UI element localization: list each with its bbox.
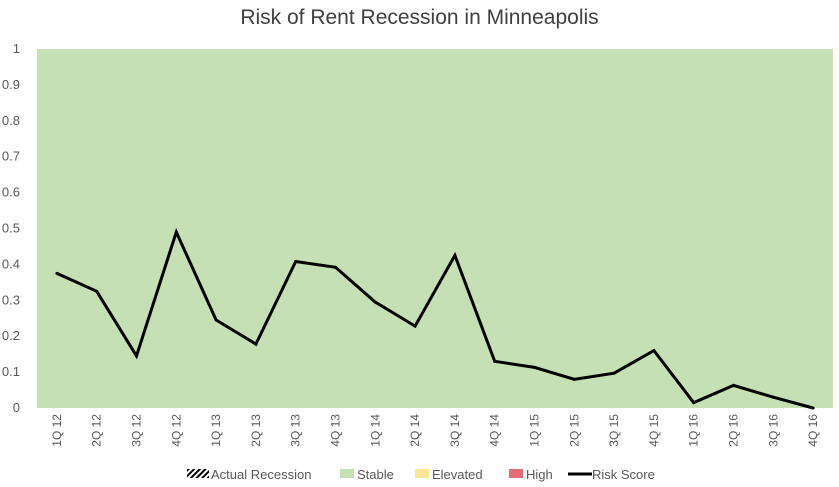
data-point: [692, 401, 696, 405]
x-tick-label: 4Q 14: [488, 414, 502, 447]
y-tick-label: 0.9: [2, 77, 20, 92]
y-tick-label: 0.7: [2, 149, 20, 164]
y-tick-label: 0: [13, 400, 20, 415]
data-point: [771, 395, 775, 399]
x-tick-label: 2Q 16: [727, 414, 741, 447]
data-point: [453, 253, 457, 257]
data-point: [732, 383, 735, 387]
legend-swatch: [415, 469, 429, 478]
x-tick-label: 3Q 15: [607, 414, 621, 447]
x-tick-label: 2Q 14: [408, 414, 422, 447]
y-tick-label: 0.5: [2, 221, 20, 236]
data-point: [174, 230, 178, 234]
x-tick-label: 1Q 14: [368, 414, 382, 447]
legend-label: High: [526, 467, 553, 482]
data-point: [95, 289, 99, 293]
data-point: [294, 260, 298, 264]
y-tick-label: 0.6: [2, 185, 20, 200]
data-point: [493, 359, 497, 363]
data-point: [652, 349, 656, 353]
legend-swatch: [509, 469, 523, 478]
legend-swatch-actual-recession: [187, 469, 209, 478]
x-tick-label: 1Q 13: [209, 414, 223, 447]
x-tick-label: 3Q 16: [766, 414, 780, 447]
legend-label: Risk Score: [592, 467, 655, 482]
data-point: [811, 406, 815, 410]
legend-label: Elevated: [432, 467, 483, 482]
x-tick-label: 2Q 15: [567, 414, 581, 447]
x-tick-label: 4Q 13: [329, 414, 343, 447]
data-point: [533, 365, 536, 369]
data-point: [572, 377, 576, 381]
stable-band: [37, 49, 833, 408]
y-tick-label: 0.2: [2, 328, 20, 343]
x-tick-label: 4Q 12: [169, 414, 183, 447]
data-point: [55, 271, 59, 275]
data-point: [135, 354, 138, 358]
legend-label: Stable: [357, 467, 394, 482]
y-tick-label: 1: [13, 41, 20, 56]
x-tick-label: 2Q 12: [90, 414, 104, 447]
x-tick-label: 2Q 13: [249, 414, 263, 447]
risk-score-line: [56, 227, 814, 410]
x-tick-label: 1Q 15: [528, 414, 542, 447]
data-point: [214, 318, 218, 322]
data-point: [373, 300, 377, 304]
y-tick-label: 0.4: [2, 256, 20, 271]
legend-swatch: [340, 469, 354, 478]
x-tick-label: 3Q 14: [448, 414, 462, 447]
x-tick-label: 3Q 13: [289, 414, 303, 447]
data-point: [413, 324, 417, 328]
chart-title: Risk of Rent Recession in Minneapolis: [240, 6, 599, 29]
x-tick-label: 4Q 15: [647, 414, 661, 447]
x-tick-label: 4Q 16: [806, 414, 820, 447]
y-tick-label: 0.1: [2, 364, 20, 379]
data-point: [254, 342, 258, 346]
x-tick-label: 1Q 16: [687, 414, 701, 447]
x-tick-label: 1Q 12: [50, 414, 64, 447]
y-tick-label: 0.8: [2, 113, 20, 128]
data-point: [334, 265, 337, 269]
legend-label: Actual Recession: [211, 467, 311, 482]
x-tick-label: 3Q 12: [130, 414, 144, 447]
y-tick-label: 0.3: [2, 292, 20, 307]
data-point: [612, 371, 616, 375]
